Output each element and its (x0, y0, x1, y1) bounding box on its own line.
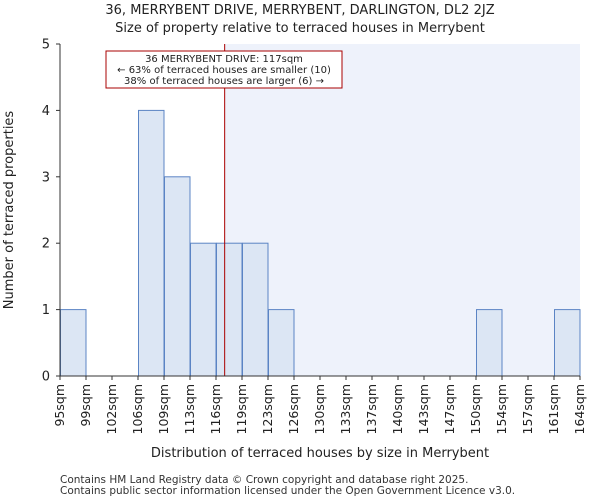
x-tick-label: 161sqm (546, 384, 561, 434)
x-tick-label: 140sqm (390, 384, 405, 434)
bar-119sqm (242, 242, 269, 377)
y-axis-label: Number of terraced properties (2, 111, 17, 310)
x-tick-label: 119sqm (234, 384, 249, 434)
chart-title-address: 36, MERRYBENT DRIVE, MERRYBENT, DARLINGT… (105, 3, 495, 18)
footer-copyright: Contains HM Land Registry data © Crown c… (60, 474, 469, 486)
x-tick-label: 109sqm (156, 384, 171, 434)
x-tick-label: 116sqm (208, 384, 223, 434)
x-tick-label: 143sqm (416, 384, 431, 434)
bar-116sqm (216, 242, 243, 377)
x-tick-label: 133sqm (338, 384, 353, 434)
x-tick-label: 157sqm (520, 384, 535, 434)
footer-licence: Contains public sector information licen… (60, 485, 516, 497)
y-tick-label: 2 (42, 237, 50, 252)
x-tick-label: 106sqm (130, 384, 145, 434)
y-tick-label: 1 (42, 303, 50, 318)
annotation-line-3: 38% of terraced houses are larger (6) → (124, 76, 324, 87)
chart-title-subtitle: Size of property relative to terraced ho… (115, 21, 485, 36)
x-tick-label: 113sqm (182, 384, 197, 434)
bar-150sqm (476, 309, 503, 377)
x-tick-label: 137sqm (364, 384, 379, 434)
annotation-box (105, 50, 343, 89)
x-axis-label: Distribution of terraced houses by size … (151, 446, 489, 461)
x-tick-label: 147sqm (442, 384, 457, 434)
x-tick-label: 154sqm (494, 384, 509, 434)
x-tick-label: 102sqm (104, 384, 119, 434)
x-tick-label: 126sqm (286, 384, 301, 434)
x-tick-label: 130sqm (312, 384, 327, 434)
bar-95sqm (60, 309, 87, 377)
x-tick-label: 99sqm (78, 384, 93, 427)
annotation-line-2: ← 63% of terraced houses are smaller (10… (117, 65, 331, 76)
x-tick-label: 95sqm (52, 384, 67, 427)
x-tick-label: 150sqm (468, 384, 483, 434)
bar-106sqm (138, 109, 165, 377)
y-tick-label: 4 (42, 104, 50, 119)
bar-123sqm (268, 309, 295, 377)
x-tick-label: 164sqm (572, 384, 587, 434)
x-tick-label: 123sqm (260, 384, 275, 434)
bar-161sqm (554, 309, 581, 377)
y-tick-label: 3 (42, 170, 50, 185)
bar-109sqm (164, 176, 191, 377)
y-tick-label: 5 (42, 38, 50, 53)
y-tick-label: 0 (42, 370, 50, 385)
annotation-line-1: 36 MERRYBENT DRIVE: 117sqm (145, 54, 303, 65)
bar-113sqm (190, 242, 217, 377)
